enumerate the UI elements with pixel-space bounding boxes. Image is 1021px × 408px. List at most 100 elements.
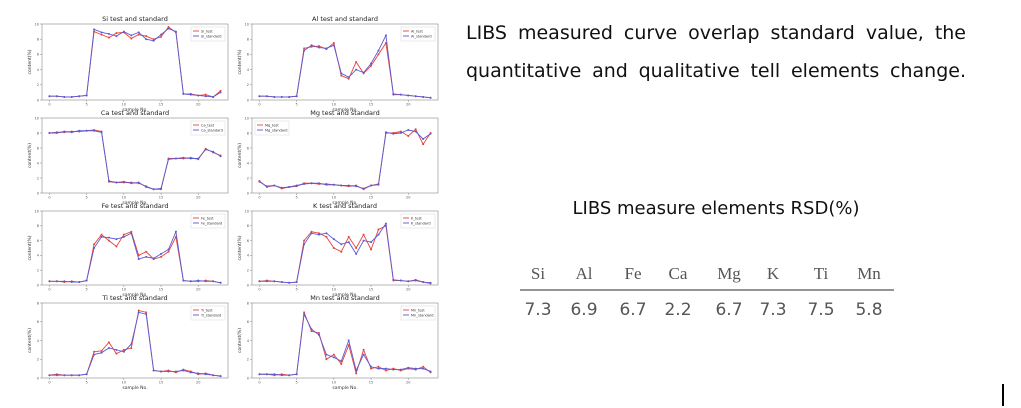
data-point <box>355 372 358 375</box>
legend-label: Mn_test <box>411 308 425 312</box>
data-point <box>355 252 358 255</box>
data-point <box>160 255 163 258</box>
data-point <box>399 132 402 134</box>
data-point <box>265 95 268 98</box>
data-point <box>212 95 215 98</box>
data-point <box>392 278 395 281</box>
y-tick-label: 4 <box>37 68 40 72</box>
data-point <box>355 185 358 188</box>
table-cell: 7.5 <box>807 300 834 318</box>
data-point <box>303 243 306 246</box>
data-point <box>130 347 133 349</box>
data-point <box>182 279 185 282</box>
plot-frame <box>41 23 229 101</box>
data-point <box>332 247 335 249</box>
data-point <box>107 180 110 182</box>
legend-box <box>400 26 436 42</box>
data-point <box>122 30 125 33</box>
data-point <box>204 93 207 96</box>
data-point <box>414 130 417 133</box>
series-line <box>259 225 431 284</box>
data-point <box>384 131 387 134</box>
series-line <box>49 231 221 284</box>
legend-box <box>190 213 226 229</box>
data-point <box>288 95 291 98</box>
x-tick-label: 5 <box>86 288 88 292</box>
legend-label: Ti_standard <box>200 313 221 317</box>
data-point <box>355 247 358 249</box>
data-point <box>362 233 365 236</box>
x-tick-label: 0 <box>48 103 50 107</box>
data-point <box>325 47 328 50</box>
legend-label: Si_standard <box>201 34 221 38</box>
x-tick-label: 5 <box>86 103 88 107</box>
table-header-cell: Ti <box>814 264 829 283</box>
data-point <box>174 230 177 233</box>
data-point <box>377 228 380 231</box>
text-cursor <box>1002 384 1004 406</box>
y-tick-label: 6 <box>37 53 39 57</box>
x-tick-label: 0 <box>48 381 50 385</box>
y-tick-label: 8 <box>37 224 39 228</box>
y-tick-label: 2 <box>37 269 39 273</box>
data-point <box>55 280 58 283</box>
chart-title: Ti test and standard <box>101 294 167 302</box>
x-tick-label: 5 <box>296 381 298 385</box>
table-header-cell: Si <box>531 264 545 283</box>
y-tick-label: 10 <box>35 209 39 213</box>
data-point <box>55 132 58 134</box>
y-axis-label: content(%) <box>27 143 33 168</box>
legend-label: Mg_test <box>265 123 279 127</box>
data-point <box>377 367 380 370</box>
y-tick-label: 8 <box>247 301 249 305</box>
x-tick-label: 5 <box>296 196 298 200</box>
data-point <box>93 350 96 353</box>
y-tick-label: 2 <box>37 176 39 180</box>
data-point <box>152 38 155 41</box>
data-point <box>167 27 170 30</box>
x-tick-label: 20 <box>406 196 410 200</box>
data-point <box>130 182 133 185</box>
y-tick-label: 0 <box>247 376 249 380</box>
data-point <box>48 95 51 98</box>
data-point <box>310 44 313 47</box>
data-point <box>100 235 103 238</box>
data-point <box>93 28 96 31</box>
x-tick-label: 15 <box>159 288 163 292</box>
y-axis-label: content(%) <box>237 143 243 168</box>
x-tick-label: 10 <box>122 103 126 107</box>
data-point <box>48 280 51 283</box>
legend-label: Fe_test <box>201 216 214 220</box>
data-point <box>115 181 118 184</box>
data-point <box>204 148 207 151</box>
series-line <box>259 312 431 376</box>
data-point <box>362 239 365 242</box>
table-cell: 7.3 <box>524 300 551 318</box>
y-tick-label: 0 <box>247 191 249 195</box>
data-point <box>115 348 118 351</box>
data-point <box>355 68 358 71</box>
data-point <box>160 35 163 38</box>
chart-grid: Si test and standard sample No. content(%)… <box>27 15 439 391</box>
x-tick-label: 0 <box>258 196 260 200</box>
data-point <box>152 188 155 191</box>
series-line <box>49 28 221 98</box>
data-point <box>93 353 96 356</box>
x-tick-label: 20 <box>196 103 200 107</box>
x-tick-label: 15 <box>159 103 163 107</box>
data-point <box>182 369 185 372</box>
data-point <box>399 368 402 371</box>
x-tick-label: 5 <box>86 381 88 385</box>
data-point <box>258 280 261 283</box>
data-point <box>167 248 170 251</box>
y-tick-label: 0 <box>37 283 39 287</box>
data-point <box>145 313 148 316</box>
x-tick-label: 0 <box>48 288 50 292</box>
y-tick-label: 2 <box>37 358 39 362</box>
x-tick-label: 10 <box>332 103 336 107</box>
data-point <box>137 181 140 184</box>
data-point <box>377 53 380 56</box>
data-point <box>107 347 110 349</box>
series-line <box>49 309 221 377</box>
data-point <box>310 328 313 331</box>
